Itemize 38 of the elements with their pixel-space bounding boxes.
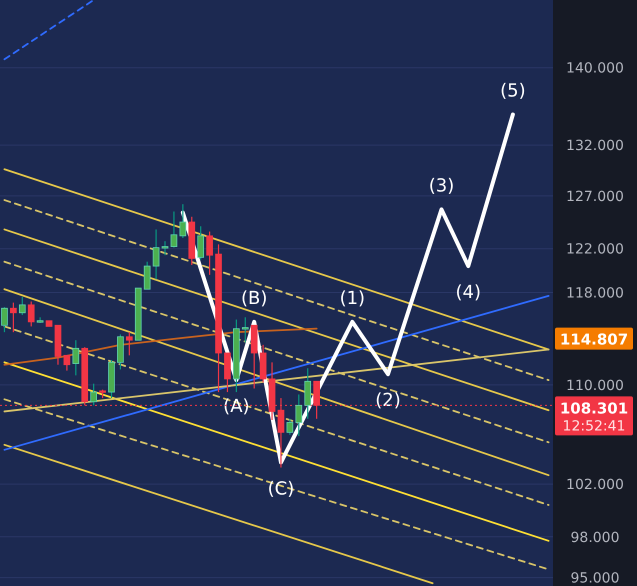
y-tick-label: 95.000 <box>570 570 620 586</box>
candlestick <box>126 332 133 356</box>
candlestick <box>72 340 80 376</box>
line-series <box>4 328 318 366</box>
candlestick <box>295 394 302 437</box>
candlestick <box>64 354 70 372</box>
candlestick <box>206 230 213 276</box>
candlestick <box>162 240 168 256</box>
text: 114.807 <box>560 330 628 349</box>
y-tick-label: 118.000 <box>566 286 624 302</box>
y-tick-label: 140.000 <box>566 60 624 77</box>
annotation: (1) <box>340 288 366 309</box>
annotation: (3) <box>428 175 454 196</box>
candlestick <box>28 300 35 328</box>
candlestick <box>170 210 178 248</box>
ref-line-label: 108.301 <box>560 399 628 418</box>
candlestick <box>180 204 186 239</box>
y-tick-label: 127.000 <box>566 188 624 205</box>
y-tick-label: 122.000 <box>566 242 624 258</box>
y-tick-label: 102.000 <box>566 477 624 494</box>
y-tick-label: 98.000 <box>570 530 620 546</box>
candlestick <box>286 418 294 436</box>
y-tick-label: 110.000 <box>566 378 624 394</box>
text: 12:52:41 <box>562 418 626 434</box>
candlestick <box>18 296 26 316</box>
annotation: (B) <box>241 288 268 309</box>
annotation: (C) <box>268 478 294 500</box>
candlestick <box>10 302 17 333</box>
candlestick <box>144 261 151 290</box>
candlestick <box>1 306 8 333</box>
candlestick <box>242 316 249 344</box>
y-tick-label: 132.000 <box>566 138 624 154</box>
candlestick <box>197 226 204 260</box>
annotation: (5) <box>500 80 526 102</box>
annotation: (4) <box>456 282 482 304</box>
candlestick <box>152 228 160 280</box>
candlestick <box>90 383 97 406</box>
annotation: (2) <box>375 390 401 412</box>
